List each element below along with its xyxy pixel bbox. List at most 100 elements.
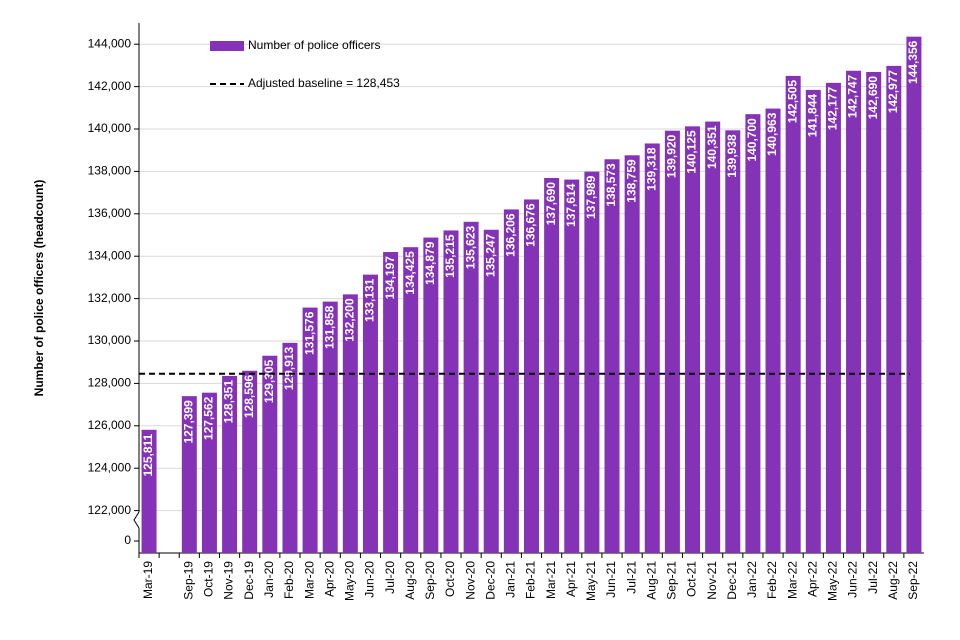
y-tick-label: 140,000 [88, 121, 132, 135]
x-tick-label: Jun-20 [363, 561, 377, 598]
value-label: 142,177 [826, 87, 840, 131]
value-label: 136,676 [524, 203, 538, 247]
bar [222, 375, 238, 553]
value-label: 127,399 [181, 400, 195, 444]
value-label: 134,879 [423, 241, 437, 285]
bar [564, 179, 580, 554]
x-tick-label: Nov-21 [705, 561, 719, 600]
x-tick-label: Feb-22 [765, 561, 779, 599]
y-tick-label: 122,000 [88, 503, 132, 517]
value-label: 125,811 [141, 433, 155, 476]
bar [705, 121, 721, 553]
x-tick-label: Apr-22 [805, 561, 819, 597]
x-tick-label: Oct-21 [685, 561, 699, 597]
x-tick-label: Mar-19 [141, 561, 155, 599]
value-label: 137,614 [564, 183, 578, 227]
x-tick-label: Jan-21 [504, 561, 518, 598]
value-label: 136,206 [504, 213, 518, 257]
bar [745, 114, 761, 553]
x-tick-label: Jul-21 [624, 561, 638, 594]
bar [443, 230, 459, 553]
bar [463, 221, 479, 553]
bar [906, 36, 922, 553]
value-label: 135,247 [483, 233, 497, 277]
value-label: 131,858 [322, 305, 336, 349]
bar [886, 65, 902, 553]
bar [242, 370, 258, 553]
y-tick-label: 132,000 [88, 291, 132, 305]
x-tick-label: Oct-19 [202, 561, 216, 597]
bar [584, 171, 600, 554]
value-label: 140,351 [705, 125, 719, 169]
value-label: 132,200 [343, 298, 357, 342]
bar [785, 75, 801, 554]
value-label: 142,747 [846, 74, 860, 118]
x-tick-label: Jun-21 [604, 561, 618, 598]
x-tick-label: Aug-20 [403, 561, 417, 600]
y-tick-label: 138,000 [88, 164, 132, 178]
x-tick-label: Mar-21 [544, 561, 558, 599]
bar [322, 301, 338, 553]
x-tick-label: Jan-22 [745, 561, 759, 598]
value-label: 139,318 [644, 147, 658, 191]
bar [805, 89, 821, 554]
bar [181, 396, 197, 553]
value-label: 129,913 [282, 347, 296, 391]
x-tick-label: Dec-20 [483, 561, 497, 600]
x-tick-label: Apr-20 [322, 561, 336, 597]
x-tick-label: Sep-19 [181, 561, 195, 600]
value-label: 134,197 [383, 256, 397, 300]
value-label: 134,425 [403, 251, 417, 295]
value-label: 128,351 [222, 380, 236, 424]
bar [383, 252, 399, 553]
y-tick-label: 144,000 [88, 36, 132, 50]
bar [866, 71, 882, 554]
value-label: 144,356 [906, 40, 920, 84]
value-label: 142,977 [886, 70, 900, 114]
y-tick-label: 134,000 [88, 248, 132, 262]
bar [725, 130, 741, 554]
value-label: 128,596 [242, 374, 256, 418]
x-tick-label: Jun-22 [846, 561, 860, 598]
x-tick-label: Jan-20 [262, 561, 276, 598]
bar [604, 159, 620, 554]
x-tick-label: Feb-21 [524, 561, 538, 599]
bar [423, 237, 439, 554]
value-label: 142,505 [785, 80, 799, 124]
bar [403, 247, 419, 553]
bar [846, 70, 862, 553]
bar [302, 307, 318, 553]
y-tick-label: 128,000 [88, 376, 132, 390]
value-label: 131,576 [302, 311, 316, 355]
bar [765, 108, 781, 553]
x-tick-label: Oct-20 [443, 561, 457, 597]
value-label: 141,844 [805, 94, 819, 138]
value-label: 142,690 [866, 76, 880, 120]
x-tick-label: Jul-22 [866, 561, 880, 594]
bar [644, 143, 660, 553]
x-tick-label: Aug-21 [644, 561, 658, 600]
bar [282, 342, 298, 553]
bar [201, 392, 217, 553]
x-tick-label: Nov-19 [222, 561, 236, 600]
bar [483, 229, 499, 553]
x-tick-label: Dec-21 [725, 561, 739, 600]
x-tick-label: Mar-22 [785, 561, 799, 599]
y-tick-label: 126,000 [88, 418, 132, 432]
y-tick-label: 136,000 [88, 206, 132, 220]
y-tick-label: 0 [124, 533, 131, 547]
value-label: 140,700 [745, 118, 759, 162]
value-label: 137,989 [584, 175, 598, 219]
axis-break [133, 511, 140, 529]
bar [262, 355, 278, 553]
value-label: 140,125 [685, 130, 699, 174]
x-tick-label: Dec-19 [242, 561, 256, 600]
x-tick-label: Sep-21 [665, 561, 679, 600]
x-tick-label: May-22 [826, 561, 840, 601]
value-label: 140,963 [765, 112, 779, 156]
value-label: 135,623 [463, 225, 477, 269]
x-tick-label: Apr-21 [564, 561, 578, 597]
bar [524, 199, 539, 553]
x-tick-label: Feb-20 [282, 561, 296, 599]
